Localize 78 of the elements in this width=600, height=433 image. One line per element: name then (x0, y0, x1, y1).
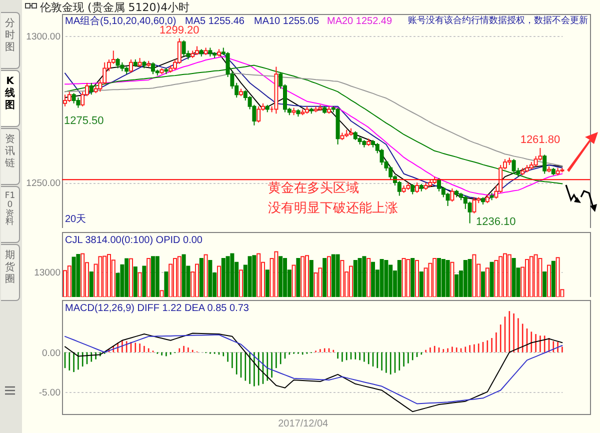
bar (199, 258, 204, 297)
bar (322, 258, 327, 297)
y-tick-label: 1250.00 (26, 178, 60, 190)
candlestick (116, 57, 120, 69)
annotation: 1261.80 (520, 134, 560, 146)
annotation: MA组合(5,10,20,40,60,0) (65, 15, 176, 27)
bar (142, 266, 146, 297)
annotation: MA20 1252.49 (327, 16, 392, 27)
bar (252, 255, 256, 297)
bar (278, 256, 283, 297)
candlestick (472, 196, 476, 214)
bar (419, 272, 424, 297)
y-tick-label: -5.00 (38, 387, 60, 398)
bar (226, 256, 230, 297)
candlestick (542, 154, 547, 174)
bar (454, 274, 459, 297)
bar (230, 253, 234, 297)
candlestick (446, 192, 450, 207)
text: 资讯链 (4, 134, 16, 170)
bar (512, 258, 516, 297)
bar (265, 270, 270, 297)
candlestick (177, 38, 182, 64)
bar (309, 260, 314, 297)
text: F10资料 (4, 191, 16, 228)
text: K线图 (4, 76, 16, 112)
bar (410, 258, 415, 297)
candlestick (129, 58, 133, 74)
bar (155, 256, 160, 297)
annotation: 20天 (65, 214, 86, 225)
bar (542, 272, 547, 297)
bar (397, 260, 402, 297)
candlestick (67, 91, 72, 102)
candlestick (182, 40, 186, 58)
y-tick-label: 1300.00 (26, 31, 60, 42)
bar (384, 260, 388, 297)
bar (89, 272, 94, 297)
bar (551, 260, 556, 297)
bar (490, 262, 494, 297)
candlestick (512, 158, 516, 174)
annotation: MACD(12,26,9) DIFF 1.22 DEA 0.85 0.73 (65, 303, 250, 314)
candlestick (89, 82, 94, 96)
annotation: MA5 1255.46 (185, 16, 245, 27)
candlestick (76, 97, 80, 108)
annotation: 黄金在多头区域 (268, 180, 359, 195)
bar (182, 254, 186, 297)
y-tick-label: 0.00 (42, 348, 60, 359)
bar (362, 256, 366, 297)
bar (446, 260, 450, 297)
text: 分时图 (4, 18, 16, 54)
candlestick (410, 184, 415, 195)
candlestick (256, 106, 261, 123)
annotation: 1236.10 (476, 216, 516, 228)
bar (468, 259, 472, 297)
annotation: 没有明显下破还能上涨 (268, 200, 398, 215)
chart-title: 伦敦金现 (贵金属 5120)4小时 (40, 1, 190, 14)
bar (296, 258, 300, 297)
bar (380, 259, 384, 297)
candlestick (450, 188, 454, 202)
annotation: MA10 1255.05 (254, 16, 320, 27)
text: 期货圈 (4, 250, 16, 286)
bar (336, 254, 340, 297)
candlestick (111, 50, 116, 64)
bar (164, 272, 168, 297)
bar (481, 272, 485, 297)
annotation: 账号没有该合约行情数据授权，数据不会更新 (408, 15, 588, 25)
y-tick-label: 13000 (34, 268, 60, 278)
bar (248, 256, 252, 297)
bar (72, 256, 76, 297)
bar (208, 260, 212, 297)
x-tick-label: 2017/12/04 (278, 418, 329, 430)
annotation: 1275.50 (64, 115, 104, 127)
annotation: CJL 3814.00(0:100) OPID 0.00 (65, 235, 203, 246)
annotation: 1299.20 (160, 24, 200, 36)
candlestick (72, 92, 76, 104)
bar (133, 266, 138, 297)
bar (358, 258, 362, 297)
candlestick (415, 182, 419, 194)
bar (76, 254, 80, 297)
